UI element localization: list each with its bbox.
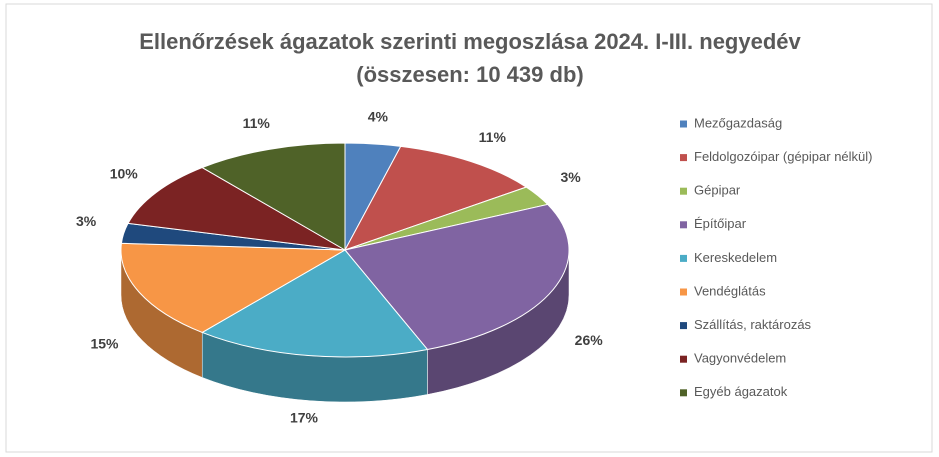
legend-label: Mezőgazdaság: [694, 115, 782, 130]
legend-label: Egyéb ágazatok: [694, 384, 788, 399]
legend-label: Gépipar: [694, 183, 741, 198]
value-label: 15%: [90, 335, 119, 351]
legend-marker: [680, 221, 687, 229]
value-label: 10%: [110, 166, 139, 182]
legend-marker: [680, 154, 687, 162]
pie-slice: [120, 242, 347, 333]
pie-slice: [127, 167, 346, 251]
legend-label: Vendéglátás: [694, 283, 766, 298]
value-label: 11%: [243, 115, 271, 131]
legend-label: Építőipar: [694, 216, 747, 231]
legend-marker: [680, 389, 687, 397]
legend-marker: [680, 187, 687, 195]
pie-slice: [201, 249, 429, 358]
value-label: 3%: [560, 169, 581, 185]
value-label: 11%: [479, 129, 507, 145]
chart-title: Ellenőrzések ágazatok szerinti megoszlás…: [139, 29, 801, 54]
legend-label: Szállítás, raktározás: [694, 317, 812, 332]
legend-marker: [680, 254, 687, 262]
legend-marker: [680, 322, 687, 330]
value-label: 26%: [575, 332, 604, 348]
value-label: 17%: [290, 409, 319, 425]
legend-marker: [680, 120, 687, 128]
value-label: 3%: [76, 213, 97, 229]
legend-label: Feldolgozóipar (gépipar nélkül): [694, 149, 873, 164]
pie-slice: [343, 145, 528, 251]
pie-slice: [344, 203, 570, 351]
legend-marker: [680, 355, 687, 363]
pie-slice: [201, 142, 346, 251]
legend-marker: [680, 288, 687, 296]
legend-label: Kereskedelem: [694, 250, 777, 265]
chart-subtitle: (összesen: 10 439 db): [356, 62, 583, 87]
value-label: 4%: [368, 109, 389, 125]
legend-label: Vagyonvédelem: [694, 351, 786, 366]
